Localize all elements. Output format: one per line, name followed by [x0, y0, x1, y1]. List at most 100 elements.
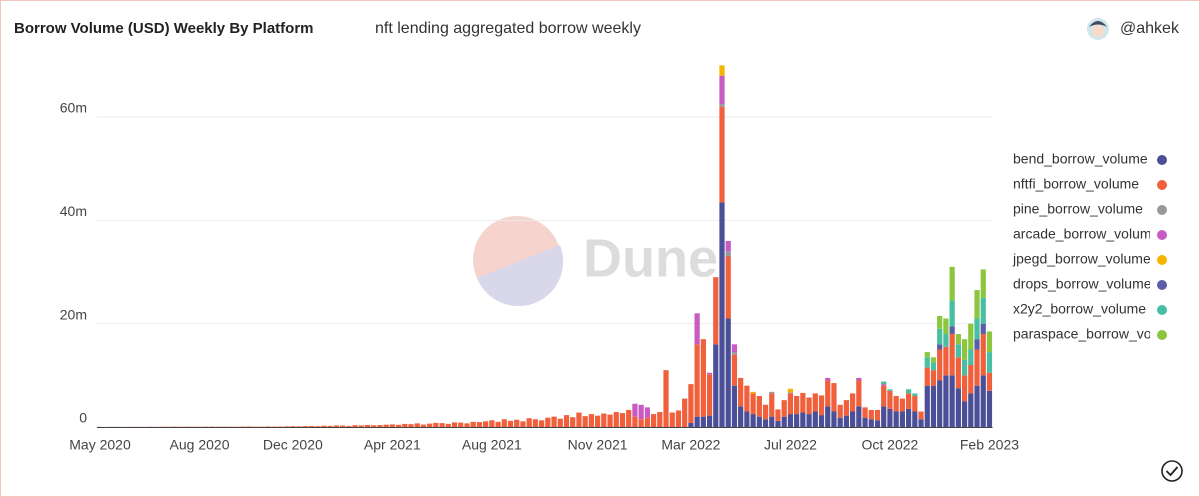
legend-label: pine_borrow_volume	[1013, 201, 1143, 217]
bar-segment	[930, 370, 937, 386]
bar-segment	[912, 411, 918, 427]
bar-segment	[713, 277, 719, 345]
bar-segment	[738, 377, 744, 407]
bar-segment	[943, 318, 949, 334]
bar-segment	[327, 425, 333, 427]
bar-segment	[968, 323, 974, 350]
bar-segment	[899, 398, 905, 412]
legend-label: jpegd_borrow_volume	[1012, 251, 1151, 267]
bar-segment	[812, 393, 818, 412]
legend: bend_borrow_volume nftfi_borrow_volumepin…	[1012, 151, 1182, 342]
x-tick-label: Aug 2021	[462, 437, 522, 453]
legend-label: nftfi_borrow_volume	[1013, 176, 1139, 192]
bar-segment	[445, 423, 451, 427]
bar-segment	[738, 406, 744, 427]
bar-segment	[694, 313, 700, 345]
bar-segment	[856, 377, 862, 381]
bar-segment	[781, 416, 787, 427]
bar-segment	[514, 419, 520, 427]
bar-segment	[912, 393, 918, 396]
bar-segment	[806, 397, 812, 415]
bar-segment	[800, 392, 806, 413]
bar-segment	[837, 417, 843, 427]
bar-segment	[850, 393, 856, 412]
legend-label: paraspace_borrow_volume	[1013, 326, 1182, 342]
bar-segment	[725, 251, 731, 257]
bar-segment	[520, 421, 526, 427]
bar-segment	[818, 415, 825, 427]
bar-segment	[383, 424, 389, 427]
bar-segment	[563, 415, 570, 427]
bar-segment	[694, 344, 700, 417]
bar-segment	[930, 357, 937, 363]
x-tick-label: Oct 2022	[862, 437, 919, 453]
bar-segment	[887, 389, 893, 391]
bar-segment	[787, 393, 794, 415]
bar-segment	[346, 425, 352, 427]
y-tick-label: 60m	[60, 100, 87, 116]
bar-segment	[265, 426, 271, 427]
bar-segment	[613, 412, 619, 427]
bar-segment	[507, 420, 514, 427]
bar-segment	[713, 344, 719, 427]
bar-segment	[731, 354, 738, 386]
bar-segment	[825, 377, 831, 381]
bar-segment	[333, 425, 339, 427]
bar-segment	[458, 422, 464, 427]
bar-segment	[794, 396, 800, 415]
bar-segment	[787, 392, 794, 394]
author-name[interactable]: @ahkek	[1120, 20, 1180, 37]
y-tick-label: 20m	[60, 306, 87, 322]
bar-segment	[420, 424, 427, 427]
bar-segment	[968, 393, 974, 427]
legend-swatch	[1157, 180, 1167, 190]
bar-segment	[787, 414, 794, 427]
bar-segment	[968, 349, 974, 365]
legend-swatch	[1157, 330, 1167, 340]
bar-segment	[943, 375, 949, 427]
bar-segment	[731, 385, 738, 427]
bar-segment	[470, 421, 476, 427]
legend-swatch	[1157, 155, 1167, 165]
bar-segment	[974, 385, 980, 427]
bar-segment	[570, 417, 576, 427]
bar-segment	[762, 419, 769, 427]
legend-label: arcade_borrow_volume	[1013, 226, 1160, 242]
y-tick-label: 40m	[60, 203, 87, 219]
x-tick-label: Jul 2022	[764, 437, 817, 453]
bar-segment	[402, 423, 408, 427]
bar-segment	[980, 375, 986, 427]
bar-segment	[638, 404, 644, 420]
bar-segment	[843, 400, 850, 416]
bar-segment	[837, 404, 843, 418]
bar-segment	[980, 323, 986, 334]
bar-segment	[700, 416, 706, 427]
bar-segment	[937, 328, 943, 345]
x-tick-label: Apr 2021	[364, 437, 421, 453]
bar-segment	[638, 419, 644, 427]
bar-segment	[930, 362, 937, 371]
legend-swatch	[1157, 255, 1167, 265]
bar-segment	[483, 421, 489, 427]
bar-segment	[663, 370, 669, 427]
bar-segment	[302, 426, 308, 427]
x-tick-label: Aug 2020	[170, 437, 230, 453]
bar-segment	[414, 423, 420, 427]
bar-segment	[339, 425, 346, 427]
bar-segment	[688, 384, 694, 423]
bar-segment	[588, 414, 594, 427]
bar-segment	[532, 419, 539, 427]
bar-segment	[887, 408, 893, 427]
bar-segment	[831, 383, 837, 412]
bar-segment	[719, 75, 725, 105]
bar-segment	[943, 346, 949, 376]
bar-segment	[949, 326, 955, 334]
legend-swatch	[1157, 305, 1167, 315]
bar-segment	[905, 408, 912, 427]
bar-segment	[924, 385, 930, 427]
bar-segment	[650, 414, 657, 427]
bar-segment	[912, 396, 918, 412]
bar-segment	[974, 349, 980, 386]
bar-segment	[881, 385, 887, 407]
